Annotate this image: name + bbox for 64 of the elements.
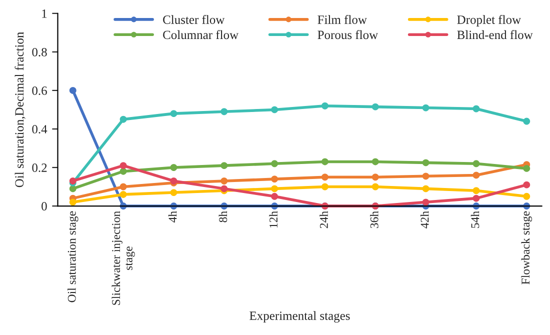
x-tick-label: 8h	[218, 211, 228, 222]
x-tick-label: Oil saturation stage	[68, 211, 78, 302]
x-tick-label: Slickwater injection stage	[112, 211, 135, 305]
y-tick-label: 0.2	[32, 164, 47, 172]
point	[271, 176, 278, 183]
x-tick-label: 12h	[269, 211, 278, 228]
point	[422, 159, 430, 166]
point	[321, 158, 328, 166]
point	[321, 183, 328, 190]
y-tick-label: 0.4	[32, 125, 48, 134]
legend-label: Film flow	[318, 15, 367, 24]
legend-label: Cluster flow	[163, 15, 225, 24]
point	[321, 102, 328, 110]
point	[372, 174, 379, 181]
y-tick-label: 0.6	[32, 86, 47, 95]
point	[472, 194, 480, 202]
point	[120, 183, 127, 190]
point	[120, 190, 127, 198]
point	[69, 86, 76, 94]
y-tick-label: 0.8	[32, 48, 47, 56]
point	[271, 106, 278, 114]
point	[472, 160, 480, 168]
point	[69, 185, 76, 192]
point	[271, 160, 278, 168]
point	[120, 162, 127, 170]
point	[472, 105, 480, 112]
legend-label: Droplet flow	[457, 15, 521, 26]
x-axis-title: Experimental stages	[250, 311, 350, 323]
point	[220, 178, 228, 184]
point	[69, 198, 76, 206]
point	[422, 185, 430, 192]
point	[220, 162, 228, 170]
y-tick-label: 1	[42, 9, 47, 18]
point	[523, 164, 530, 172]
legend-label: Blind-end flow	[457, 30, 533, 40]
point	[170, 164, 178, 171]
point	[472, 187, 480, 194]
point	[321, 174, 328, 181]
x-tick-label: 4h	[168, 211, 177, 222]
legend-label: Columnar flow	[163, 30, 239, 40]
x-tick-label: 36h	[370, 211, 378, 228]
x-tick-label: 54h	[470, 211, 480, 228]
x-tick-label: 24h	[320, 211, 328, 228]
point	[372, 103, 379, 110]
legend-label: Porous flow	[318, 30, 378, 40]
x-tick-label: Flowback stage	[521, 211, 532, 284]
point	[271, 185, 278, 192]
point	[472, 172, 480, 179]
point	[220, 108, 228, 116]
point	[523, 118, 530, 125]
point	[372, 158, 379, 166]
point	[271, 192, 278, 200]
y-axis-title: Oil saturation,Decimal fraction	[14, 32, 26, 188]
point	[523, 181, 530, 188]
y-tick-label: 0	[42, 202, 47, 210]
point	[170, 110, 178, 118]
point	[170, 189, 178, 196]
point	[523, 192, 530, 200]
point	[422, 172, 430, 180]
point	[422, 198, 430, 206]
point	[372, 183, 379, 190]
point	[120, 116, 127, 123]
x-tick-label: 42h	[420, 211, 429, 228]
point	[422, 104, 430, 112]
